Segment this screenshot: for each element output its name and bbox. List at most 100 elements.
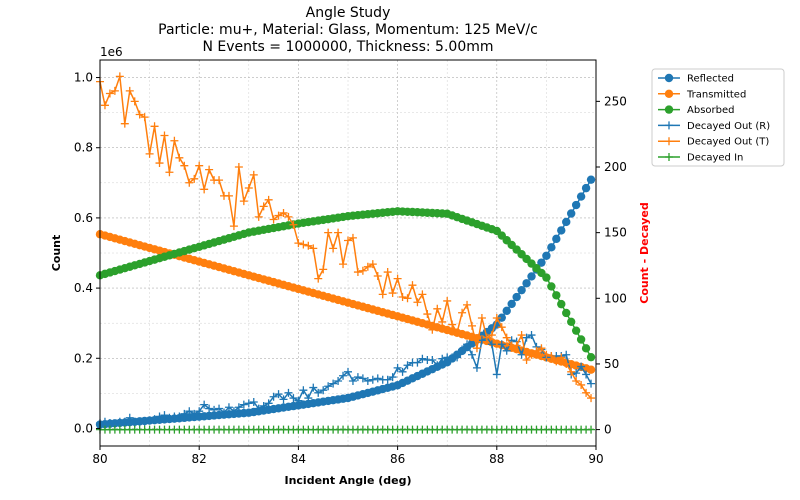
- data-point-decayed-out-t: [403, 294, 412, 303]
- data-point-decayed-out-t: [517, 331, 526, 340]
- series-layer: [95, 72, 596, 434]
- data-point-decayed-out-r: [582, 370, 591, 379]
- data-point-decayed-out-t: [195, 161, 204, 170]
- legend-entry-absorbed: Absorbed: [658, 105, 734, 116]
- data-point-decayed-out-r: [100, 417, 109, 426]
- y-offset-text: 1e6: [100, 45, 123, 59]
- data-point-decayed-out-r: [433, 361, 442, 370]
- data-point-absorbed: [571, 326, 581, 335]
- data-point-decayed-out-r: [160, 411, 169, 420]
- data-point-decayed-out-t: [155, 159, 164, 168]
- data-point-decayed-out-t: [468, 321, 476, 330]
- data-point-absorbed: [586, 352, 596, 362]
- data-point-decayed-out-r: [274, 390, 283, 399]
- data-point-decayed-out-r: [398, 367, 407, 376]
- legend-label: Reflected: [687, 74, 734, 85]
- data-point-decayed-out-t: [150, 122, 159, 131]
- data-point-decayed-out-t: [234, 163, 243, 171]
- data-point-decayed-out-t: [339, 260, 348, 269]
- data-point-decayed-out-t: [512, 341, 521, 350]
- data-point-decayed-out-t: [587, 394, 596, 403]
- data-point-decayed-out-t: [165, 168, 174, 177]
- data-point-absorbed: [562, 308, 571, 318]
- chart-title-line-1: Angle Study: [306, 5, 391, 21]
- data-point-reflected: [562, 217, 571, 227]
- legend-box: [651, 68, 785, 167]
- legend-marker: [665, 121, 673, 130]
- legend-marker: [664, 105, 674, 114]
- y2-tick-label: 50: [604, 357, 619, 371]
- data-point-decayed-out-r: [195, 407, 204, 416]
- data-point-reflected: [557, 226, 566, 235]
- data-point-decayed-out-t: [289, 220, 298, 229]
- data-point-decayed-out-t: [294, 239, 303, 248]
- legend: Reflected Transmitted Absorbed Decayed Out …: [651, 68, 785, 167]
- x-tick-label: 82: [192, 452, 207, 466]
- data-point-decayed-out-r: [299, 386, 308, 395]
- data-point-decayed-out-r: [200, 400, 209, 409]
- data-point-decayed-out-t: [334, 228, 343, 237]
- data-point-decayed-out-t: [348, 233, 357, 242]
- data-point-reflected: [527, 272, 536, 281]
- data-point-decayed-out-t: [388, 289, 397, 298]
- data-point-decayed-out-r: [239, 400, 248, 409]
- data-point-decayed-out-t: [200, 185, 209, 194]
- data-point-decayed-out-r: [229, 407, 238, 416]
- data-point-transmitted: [586, 365, 596, 374]
- data-point-decayed-out-r: [324, 382, 333, 391]
- data-point-decayed-out-r: [517, 350, 526, 359]
- data-point-decayed-out-r: [294, 396, 303, 405]
- data-point-decayed-out-r: [438, 354, 447, 363]
- y-tick-label: 1.0: [74, 71, 93, 85]
- data-point-reflected: [581, 183, 591, 193]
- data-point-decayed-out-t: [582, 388, 591, 397]
- data-point-decayed-out-r: [522, 333, 531, 342]
- legend-entry-decayed-in: Decayed In: [658, 153, 743, 164]
- legend-label: Decayed Out (T): [687, 137, 769, 148]
- x-axis-ticks: 80 82 84 86 88 90: [92, 446, 604, 466]
- data-point-decayed-out-r: [587, 379, 596, 388]
- data-point-decayed-out-r: [289, 394, 298, 403]
- data-point-decayed-out-t: [527, 350, 536, 359]
- data-point-decayed-out-t: [224, 191, 233, 200]
- data-point-decayed-out-t: [463, 300, 472, 309]
- series-line-decayed-out-t: [99, 75, 592, 399]
- legend-marker: [665, 153, 673, 161]
- y2-tick-label: 100: [604, 291, 627, 305]
- data-point-decayed-out-r: [339, 371, 348, 380]
- data-point-decayed-out-r: [125, 413, 134, 422]
- y2-tick-label: 250: [604, 94, 627, 108]
- data-point-decayed-out-t: [492, 313, 501, 322]
- data-point-decayed-out-t: [487, 331, 496, 340]
- x-tick-label: 88: [489, 452, 504, 466]
- data-point-decayed-out-t: [482, 333, 491, 342]
- y2-tick-label: 150: [604, 226, 627, 240]
- data-point-absorbed: [567, 317, 576, 327]
- data-point-decayed-out-t: [532, 346, 541, 355]
- data-point-decayed-out-r: [403, 361, 412, 370]
- data-point-decayed-out-t: [125, 86, 134, 95]
- data-point-decayed-out-t: [105, 89, 114, 98]
- data-point-decayed-out-r: [145, 416, 154, 425]
- data-point-absorbed: [557, 299, 566, 309]
- legend-entry-reflected: Reflected: [658, 74, 734, 85]
- data-point-decayed-out-r: [497, 340, 506, 349]
- data-point-decayed-out-t: [344, 236, 352, 245]
- data-point-decayed-out-t: [190, 174, 199, 183]
- data-point-reflected: [512, 292, 521, 302]
- x-tick-label: 84: [291, 452, 306, 466]
- data-point-absorbed: [542, 273, 551, 282]
- data-point-decayed-out-t: [239, 197, 248, 206]
- data-point-absorbed: [547, 282, 556, 291]
- data-point-decayed-out-t: [304, 241, 313, 250]
- data-point-decayed-out-r: [269, 392, 278, 401]
- data-point-decayed-out-r: [344, 367, 352, 376]
- data-point-decayed-out-r: [453, 353, 462, 362]
- data-point-decayed-out-t: [254, 212, 263, 221]
- data-point-decayed-out-t: [145, 149, 154, 158]
- data-point-decayed-out-r: [254, 404, 263, 413]
- data-point-decayed-out-t: [572, 377, 581, 386]
- legend-entry-transmitted: Transmitted: [658, 89, 746, 100]
- y-tick-label: 0.4: [74, 281, 93, 295]
